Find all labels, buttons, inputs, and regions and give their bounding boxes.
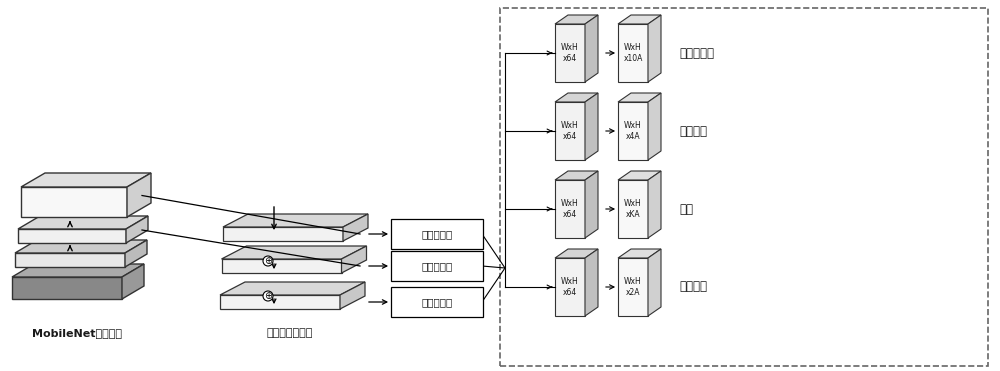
- Text: WxH
x64: WxH x64: [561, 121, 579, 141]
- Polygon shape: [15, 253, 125, 267]
- Circle shape: [263, 256, 273, 266]
- FancyBboxPatch shape: [391, 287, 483, 317]
- Polygon shape: [555, 15, 598, 24]
- Polygon shape: [555, 249, 598, 258]
- Polygon shape: [222, 246, 366, 259]
- Text: 头部子网络: 头部子网络: [421, 297, 453, 307]
- Polygon shape: [555, 102, 585, 160]
- Polygon shape: [555, 93, 598, 102]
- FancyBboxPatch shape: [391, 251, 483, 281]
- Text: ⊕: ⊕: [264, 291, 272, 301]
- Polygon shape: [585, 15, 598, 82]
- Polygon shape: [223, 227, 343, 241]
- Polygon shape: [618, 180, 648, 238]
- Polygon shape: [618, 15, 661, 24]
- Polygon shape: [21, 187, 127, 217]
- Text: 头部子网络: 头部子网络: [421, 261, 453, 271]
- Polygon shape: [12, 264, 144, 277]
- Polygon shape: [585, 171, 598, 238]
- Polygon shape: [342, 246, 366, 273]
- Polygon shape: [585, 249, 598, 316]
- Polygon shape: [220, 295, 340, 309]
- Polygon shape: [618, 24, 648, 82]
- Polygon shape: [555, 258, 585, 316]
- Polygon shape: [222, 259, 342, 273]
- Text: WxH
x2A: WxH x2A: [624, 277, 642, 297]
- Circle shape: [263, 291, 273, 301]
- Polygon shape: [618, 249, 661, 258]
- Text: WxH
x64: WxH x64: [561, 43, 579, 63]
- Text: WxH
xKA: WxH xKA: [624, 199, 642, 219]
- Polygon shape: [648, 249, 661, 316]
- Polygon shape: [220, 282, 365, 295]
- Text: WxH
x64: WxH x64: [561, 199, 579, 219]
- Bar: [500, 8, 988, 366]
- Polygon shape: [223, 214, 368, 227]
- Polygon shape: [585, 93, 598, 160]
- Polygon shape: [555, 180, 585, 238]
- Text: 视线回归: 视线回归: [679, 280, 707, 293]
- Text: WxH
x10A: WxH x10A: [623, 43, 643, 63]
- Text: WxH
x64: WxH x64: [561, 277, 579, 297]
- Polygon shape: [12, 277, 122, 299]
- Polygon shape: [555, 171, 598, 180]
- Polygon shape: [18, 229, 126, 243]
- FancyBboxPatch shape: [391, 219, 483, 249]
- Polygon shape: [618, 93, 661, 102]
- Polygon shape: [15, 240, 147, 253]
- Polygon shape: [18, 216, 148, 229]
- Text: MobileNet骨干网络: MobileNet骨干网络: [32, 328, 122, 338]
- Polygon shape: [555, 24, 585, 82]
- Polygon shape: [648, 93, 661, 160]
- Polygon shape: [21, 173, 151, 187]
- Text: 特征金字塔网络: 特征金字塔网络: [267, 328, 313, 338]
- Polygon shape: [343, 214, 368, 241]
- Polygon shape: [122, 264, 144, 299]
- Text: 分类: 分类: [679, 203, 693, 216]
- Polygon shape: [618, 171, 661, 180]
- Text: ⊕: ⊕: [264, 256, 272, 266]
- Polygon shape: [125, 240, 147, 267]
- Polygon shape: [648, 171, 661, 238]
- Polygon shape: [340, 282, 365, 309]
- Polygon shape: [618, 102, 648, 160]
- Text: 关键点回归: 关键点回归: [679, 46, 714, 59]
- Polygon shape: [648, 15, 661, 82]
- Text: WxH
x4A: WxH x4A: [624, 121, 642, 141]
- Polygon shape: [126, 216, 148, 243]
- Text: 头部子网络: 头部子网络: [421, 229, 453, 239]
- Polygon shape: [127, 173, 151, 217]
- Text: 边框回归: 边框回归: [679, 125, 707, 138]
- Polygon shape: [618, 258, 648, 316]
